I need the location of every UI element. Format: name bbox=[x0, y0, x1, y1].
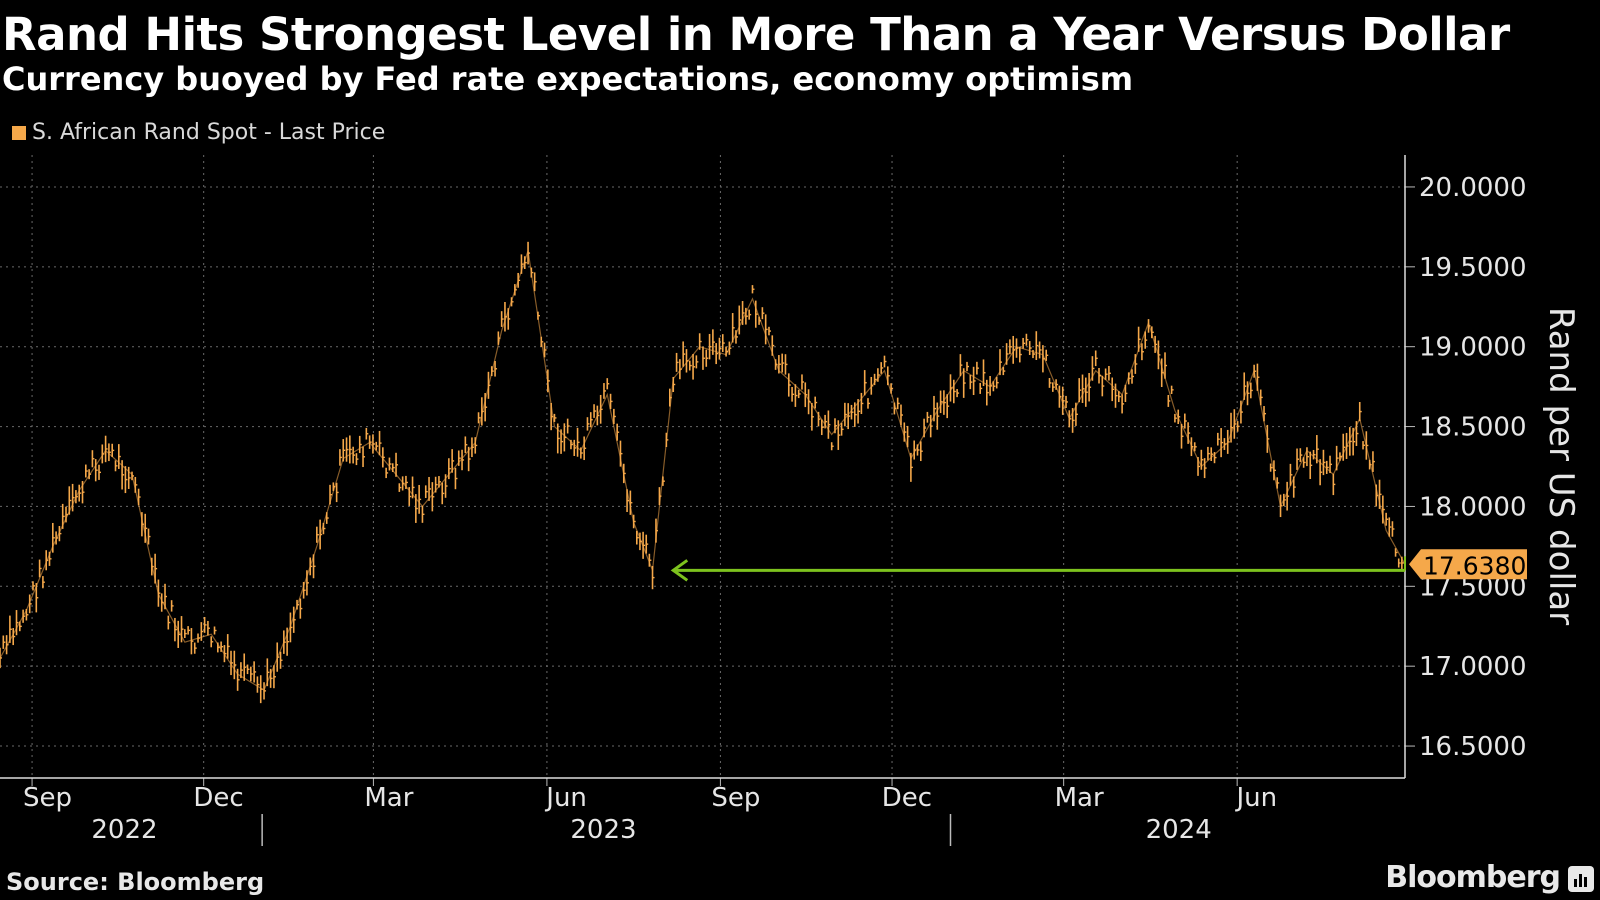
x-tick-label: Dec bbox=[193, 783, 243, 813]
x-tick-label: Mar bbox=[1055, 783, 1104, 813]
chart-title: Rand Hits Strongest Level in More Than a… bbox=[2, 8, 1510, 61]
y-tick-label: 19.5000 bbox=[1419, 253, 1527, 283]
bar-chart-icon bbox=[1568, 866, 1594, 892]
legend-swatch bbox=[12, 125, 26, 140]
year-label: 2022 bbox=[91, 815, 157, 845]
y-tick-label: 20.0000 bbox=[1419, 173, 1527, 203]
x-tick-label: Mar bbox=[364, 783, 413, 813]
last-value-badge bbox=[1409, 549, 1527, 580]
bloomberg-logo: Bloomberg bbox=[1385, 860, 1561, 895]
x-tick-label: Jun bbox=[544, 783, 587, 813]
x-tick-label: Sep bbox=[23, 783, 72, 813]
x-tick-label: Dec bbox=[882, 783, 932, 813]
chart-subtitle: Currency buoyed by Fed rate expectations… bbox=[2, 60, 1134, 98]
y-tick-label: 16.5000 bbox=[1419, 732, 1527, 762]
y-tick-label: 17.0000 bbox=[1419, 652, 1527, 682]
price-series bbox=[0, 241, 1406, 704]
year-label: 2023 bbox=[570, 815, 636, 845]
year-label: 2024 bbox=[1146, 815, 1212, 845]
y-tick-label: 18.0000 bbox=[1419, 492, 1527, 522]
last-value-label: 17.6380 bbox=[1423, 551, 1526, 580]
price-line bbox=[0, 250, 1406, 692]
source-note: Source: Bloomberg bbox=[6, 868, 265, 896]
arrow-head bbox=[670, 559, 689, 582]
y-axis-title: Rand per US dollar bbox=[1541, 307, 1581, 625]
x-tick-label: Sep bbox=[711, 783, 760, 813]
y-tick-label: 18.5000 bbox=[1419, 413, 1527, 443]
x-tick-label: Jun bbox=[1235, 783, 1278, 813]
chart-legend: S. African Rand Spot - Last Price bbox=[12, 120, 385, 145]
legend-label: S. African Rand Spot - Last Price bbox=[32, 120, 386, 145]
y-tick-label: 19.0000 bbox=[1419, 333, 1527, 363]
